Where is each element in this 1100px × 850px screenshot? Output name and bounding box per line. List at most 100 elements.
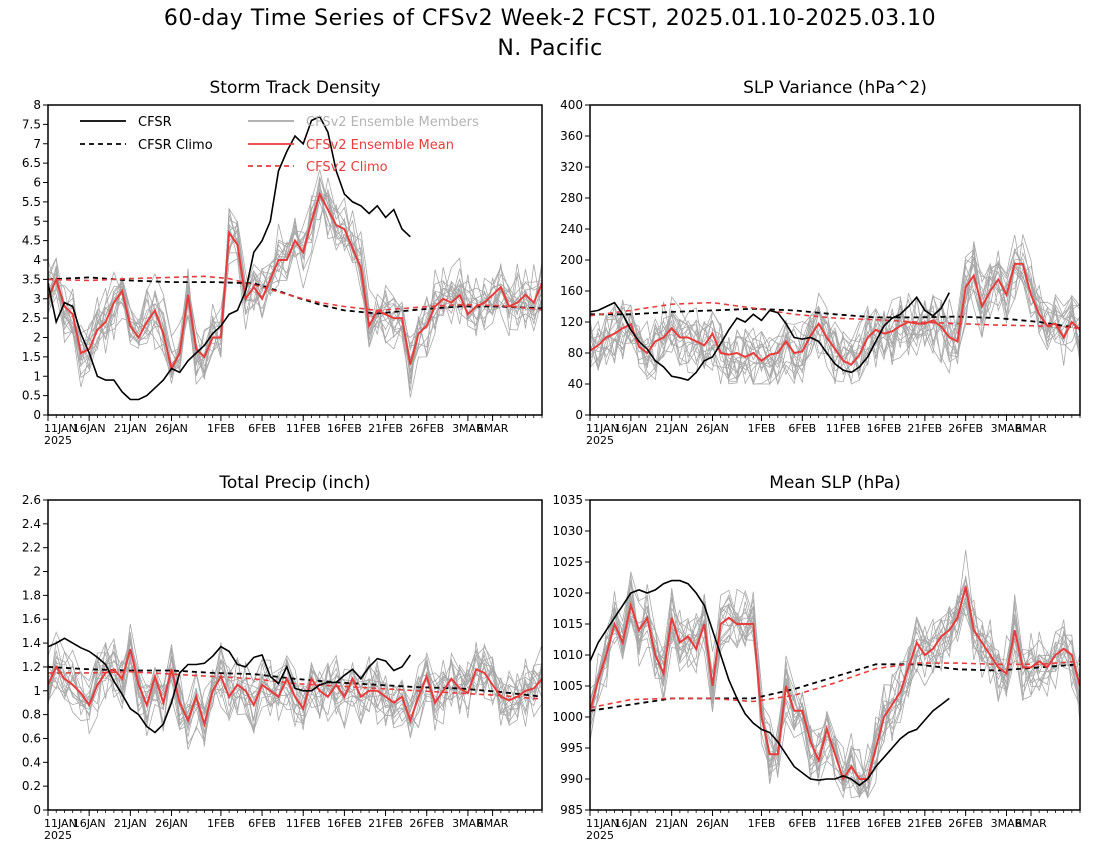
plot-area: [48, 624, 542, 750]
y-tick-label: 4.5: [22, 234, 41, 248]
ensemble-member-line: [48, 192, 542, 378]
x-year-label: 2025: [44, 829, 72, 842]
ensemble-member-line: [48, 188, 542, 380]
y-tick-label: 3: [33, 292, 41, 306]
plot-area: [590, 549, 1080, 799]
y-tick-label: 200: [560, 253, 583, 267]
ensemble-member-line: [48, 645, 542, 732]
x-tick-label: 1FEB: [748, 422, 776, 435]
legend-cfsr-climo-label: CFSR Climo: [138, 138, 213, 153]
ensemble-member-line: [590, 577, 1080, 798]
x-tick-label: 16JAN: [614, 817, 647, 830]
y-tick-label: 320: [560, 160, 583, 174]
x-tick-label: 16FEB: [867, 422, 902, 435]
legend-ensemble-members-label: CFSv2 Ensemble Members: [306, 115, 479, 130]
x-tick-label: 16FEB: [867, 817, 902, 830]
y-tick-label: 280: [560, 191, 583, 205]
y-tick-label: 0.8: [22, 708, 41, 722]
plot-area: [590, 234, 1080, 386]
y-tick-label: 1035: [552, 493, 583, 507]
legend-cfsv2-climo-label: CFSv2 Climo: [306, 160, 388, 175]
y-tick-label: 0.5: [22, 389, 41, 403]
y-tick-label: 120: [560, 315, 583, 329]
panel-title: SLP Variance (hPa^2): [743, 78, 927, 98]
figure-title-line1: 60-day Time Series of CFSv2 Week-2 FCST,…: [163, 6, 937, 31]
ensemble-member-line: [48, 177, 542, 398]
y-tick-label: 240: [560, 222, 583, 236]
y-tick-label: 1030: [552, 524, 583, 538]
plot-frame: [47, 104, 543, 416]
ensemble-member-line: [48, 631, 542, 746]
x-year-label: 2025: [586, 434, 614, 447]
ensemble-member-line: [590, 252, 1080, 383]
y-tick-label: 400: [560, 98, 583, 112]
y-tick-label: 2.2: [22, 541, 41, 555]
y-tick-label: 6: [33, 176, 41, 190]
x-tick-label: 3MAR: [991, 817, 1023, 830]
panel-storm-track: Storm Track Density 0 0.5 1 1.5 2 2.5 3 3.5 4 4.5 5…: [22, 78, 543, 447]
ensemble-member-line: [48, 195, 542, 377]
y-tick-label: 1010: [552, 648, 583, 662]
x-tick-label: 1FEB: [207, 817, 235, 830]
x-tick-label: 6FEB: [788, 422, 816, 435]
y-tick-label: 360: [560, 129, 583, 143]
y-tick-label: 0.2: [22, 779, 41, 793]
y-tick-label: 0: [33, 408, 41, 422]
ensemble-member-line: [590, 584, 1080, 798]
y-tick-label: 990: [560, 772, 583, 786]
x-tick-label: 1FEB: [207, 422, 235, 435]
x-tick-label: 11FEB: [286, 422, 321, 435]
y-tick-label: 160: [560, 284, 583, 298]
y-tick-label: 2: [33, 331, 41, 345]
ensemble-members: [590, 234, 1080, 386]
y-tick-label: 1.5: [22, 350, 41, 364]
ensemble-member-line: [590, 250, 1080, 375]
x-tick-label: 16FEB: [327, 422, 362, 435]
x-tick-label: 3MAR: [452, 422, 484, 435]
y-tick-label: 2.6: [22, 493, 41, 507]
x-tick-label: 1FEB: [748, 817, 776, 830]
ensemble-member-line: [48, 176, 542, 372]
x-tick-label: 21JAN: [655, 422, 688, 435]
y-tick-label: 40: [568, 377, 583, 391]
y-tick-label: 0.6: [22, 731, 41, 745]
series-line-ens-mean: [590, 262, 1080, 366]
x-tick-label: 16JAN: [73, 422, 106, 435]
ensemble-member-line: [48, 192, 542, 368]
series-line-ens-mean: [48, 191, 542, 372]
y-tick-label: 1025: [552, 555, 583, 569]
x-tick-label: 11FEB: [826, 422, 861, 435]
y-tick-label: 1005: [552, 679, 583, 693]
panel-slp-variance: SLP Variance (hPa^2) 0 40 80 120 160 200 240 280…: [560, 78, 1081, 447]
x-tick-label: 16JAN: [73, 817, 106, 830]
series-line-ens-mean: [48, 648, 542, 728]
plot-area: [48, 115, 542, 401]
ensemble-member-line: [48, 638, 542, 726]
legend: CFSR CFSR Climo CFSv2 Ensemble Members CFSv…: [80, 115, 479, 175]
y-tick-label: 7: [33, 137, 41, 151]
y-tick-label: 1.2: [22, 660, 41, 674]
y-tick-label: 0.4: [22, 755, 41, 769]
ensemble-member-line: [48, 632, 542, 731]
x-tick-label: 3MAR: [991, 422, 1023, 435]
y-tick-label: 2.5: [22, 311, 41, 325]
ensemble-member-line: [590, 578, 1080, 798]
ensemble-member-line: [590, 241, 1080, 386]
series-line-cfsr: [590, 579, 950, 787]
plot-frame: [589, 104, 1081, 416]
x-tick-label: 11JAN: [44, 422, 77, 435]
x-tick-label: 26JAN: [696, 422, 729, 435]
panel-title: Mean SLP (hPa): [769, 473, 901, 493]
x-tick-label: 16FEB: [327, 817, 362, 830]
series-line-cfsr: [590, 292, 951, 381]
y-tick-label: 80: [568, 346, 583, 360]
x-tick-label: 11JAN: [586, 422, 619, 435]
ensemble-members: [48, 624, 542, 750]
x-tick-label: 3MAR: [452, 817, 484, 830]
y-tick-label: 2: [33, 565, 41, 579]
series-line-cfsv2-climo: [590, 660, 1080, 709]
y-tick-label: 5.5: [22, 195, 41, 209]
x-tick-label: 11JAN: [44, 817, 77, 830]
x-tick-label: 26FEB: [409, 422, 444, 435]
